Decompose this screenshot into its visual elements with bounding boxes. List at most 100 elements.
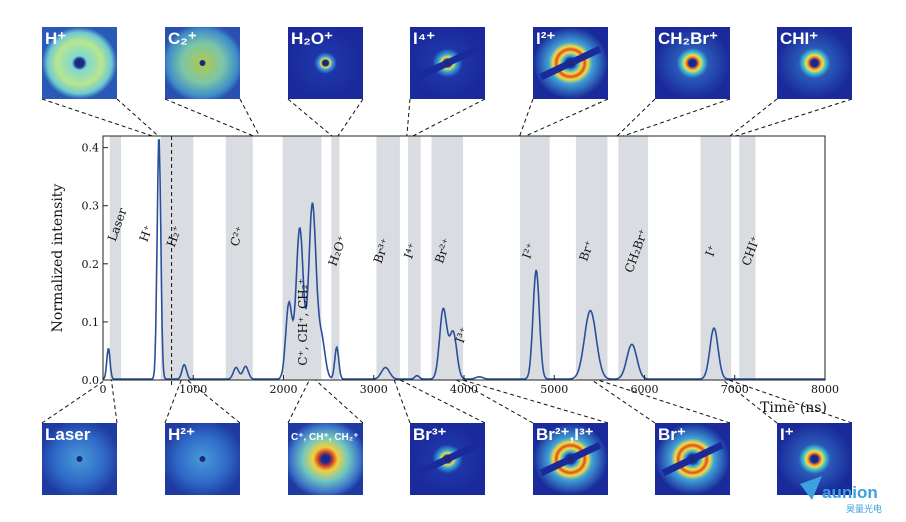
connector-top-3-a bbox=[406, 98, 411, 137]
y-tick-label-0: 0.0 bbox=[82, 374, 100, 387]
peak-label-11: Br⁺ bbox=[576, 239, 596, 263]
gate-band-2 bbox=[171, 136, 194, 380]
connector-top-4-a bbox=[519, 98, 534, 137]
peak-label-0: Laser bbox=[105, 206, 130, 243]
connector-top-0-a bbox=[41, 98, 153, 137]
gate-band-12 bbox=[700, 136, 732, 380]
connector-top-5-b bbox=[622, 98, 731, 137]
connector-bottom-6-b bbox=[728, 379, 853, 424]
aunion-logo-icon bbox=[800, 476, 822, 500]
thumbnail-label: H²⁺ bbox=[168, 425, 195, 444]
x-tick-label-5: 5000 bbox=[540, 383, 568, 396]
y-tick-label-1: 0.1 bbox=[82, 316, 100, 329]
thumbnail-label: Br³⁺ bbox=[413, 425, 447, 444]
detector-center bbox=[811, 60, 818, 66]
detector-center bbox=[444, 60, 451, 66]
connector-top-6-a bbox=[729, 98, 778, 137]
x-axis-title: Time (ns) bbox=[760, 400, 827, 416]
thumbnail-top-5: CH₂Br⁺ bbox=[655, 27, 730, 99]
connector-top-4-b bbox=[525, 98, 609, 137]
thumbnails-top: H⁺ C₂⁺ H₂O⁺ I⁴⁺ I²⁺ CH₂Br⁺ CHI⁺ bbox=[42, 27, 852, 99]
bands-layer bbox=[109, 136, 756, 380]
connector-top-5-a bbox=[616, 98, 656, 137]
thumbnail-label: I⁺ bbox=[780, 425, 794, 444]
thumbnail-label: I²⁺ bbox=[536, 29, 555, 48]
connector-top-1-a bbox=[164, 98, 254, 137]
detector-center bbox=[567, 456, 574, 462]
connector-bottom-3-a bbox=[393, 379, 411, 424]
thumbnail-bottom-2: C⁺, CH⁺, CH₂⁺ bbox=[288, 423, 363, 495]
thumbnail-label: C⁺, CH⁺, CH₂⁺ bbox=[291, 432, 359, 443]
y-tick-label-4: 0.4 bbox=[82, 142, 100, 155]
connector-top-1-b bbox=[239, 98, 260, 137]
x-tick-label-0: 0 bbox=[100, 383, 107, 396]
gate-band-10 bbox=[575, 136, 608, 380]
thumbnail-bottom-1: H²⁺ bbox=[165, 423, 240, 495]
thumbnail-top-2: H₂O⁺ bbox=[288, 27, 363, 99]
connector-bottom-4-a bbox=[456, 379, 534, 424]
connector-bottom-0-a bbox=[41, 379, 106, 424]
connector-bottom-3-b bbox=[399, 379, 486, 424]
thumbnail-bottom-4: Br²⁺,I³⁺ bbox=[533, 423, 608, 495]
thumbnail-label: I⁴⁺ bbox=[413, 29, 435, 48]
peak-label-7: I⁴⁺ bbox=[401, 241, 420, 261]
connector-bottom-4-b bbox=[462, 379, 609, 424]
x-tick-label-6: 6000 bbox=[631, 383, 659, 396]
detector-center bbox=[322, 456, 329, 462]
connector-top-2-a bbox=[287, 98, 333, 137]
connector-bottom-2-a bbox=[287, 379, 310, 424]
connector-top-6-b bbox=[735, 98, 853, 137]
connector-bottom-5-b bbox=[597, 379, 731, 424]
detector-center bbox=[811, 456, 818, 462]
peak-label-1: H⁺ bbox=[137, 223, 156, 244]
gate-band-6 bbox=[376, 136, 400, 380]
connector-bottom-6-a bbox=[722, 379, 778, 424]
gate-band-5 bbox=[331, 136, 340, 380]
thumbnail-top-0: H⁺ bbox=[42, 27, 117, 99]
axis-ticks: 0 1000 2000 3000 4000 5000 6000 7000 8000 0.0 0.1 0… bbox=[82, 142, 840, 396]
detector-center bbox=[76, 456, 83, 462]
connector-top-0-b bbox=[116, 98, 159, 137]
thumbnail-label: Br⁺ bbox=[658, 425, 686, 444]
thumbnail-label: C₂⁺ bbox=[168, 29, 197, 48]
peak-label-5: H₂O⁺ bbox=[326, 234, 350, 268]
connector-bottom-2-b bbox=[315, 379, 364, 424]
detector-center bbox=[76, 60, 83, 66]
detector-center bbox=[689, 456, 696, 462]
x-tick-label-3: 3000 bbox=[360, 383, 388, 396]
detector-center bbox=[199, 60, 206, 66]
peak-label-13: I⁺ bbox=[703, 243, 720, 258]
detector-center bbox=[567, 60, 574, 66]
connector-top-3-b bbox=[412, 98, 486, 137]
peak-label-2: H₂⁺ bbox=[164, 224, 185, 249]
detector-center bbox=[199, 456, 206, 462]
y-tick-label-3: 0.3 bbox=[82, 200, 100, 213]
peak-label-9: I³⁺ bbox=[453, 325, 472, 345]
watermark-text: aunion bbox=[822, 483, 878, 502]
thumbnail-bottom-0: Laser bbox=[42, 423, 117, 495]
gate-band-11 bbox=[618, 136, 649, 380]
connector-top-2-b bbox=[337, 98, 364, 137]
thumbnail-top-6: CHI⁺ bbox=[777, 27, 852, 99]
thumbnail-label: CH₂Br⁺ bbox=[658, 29, 718, 48]
x-tick-label-8: 8000 bbox=[811, 383, 839, 396]
thumbnail-label: H⁺ bbox=[45, 29, 66, 48]
gate-band-1 bbox=[160, 136, 172, 380]
x-tick-label-4: 4000 bbox=[450, 383, 478, 396]
peak-label-3: C²⁺ bbox=[227, 224, 247, 248]
thumbnail-bottom-3: Br³⁺ bbox=[410, 423, 485, 495]
connector-bottom-1-a bbox=[164, 379, 182, 424]
thumbnail-top-4: I²⁺ bbox=[533, 27, 608, 99]
connector-bottom-1-b bbox=[186, 379, 241, 424]
x-tick-label-2: 2000 bbox=[270, 383, 298, 396]
peak-label-10: I²⁺ bbox=[520, 241, 539, 261]
gate-band-0 bbox=[109, 136, 122, 380]
connector-bottom-0-b bbox=[110, 379, 118, 424]
thumbnail-label: H₂O⁺ bbox=[291, 29, 333, 48]
detector-center bbox=[689, 60, 696, 66]
gate-band-7 bbox=[408, 136, 421, 380]
gate-band-13 bbox=[739, 136, 756, 380]
peak-label-4: C⁺, CH⁺, CH₂⁺ bbox=[296, 278, 310, 366]
watermark-logo: aunion 昊量光电 bbox=[800, 476, 882, 515]
